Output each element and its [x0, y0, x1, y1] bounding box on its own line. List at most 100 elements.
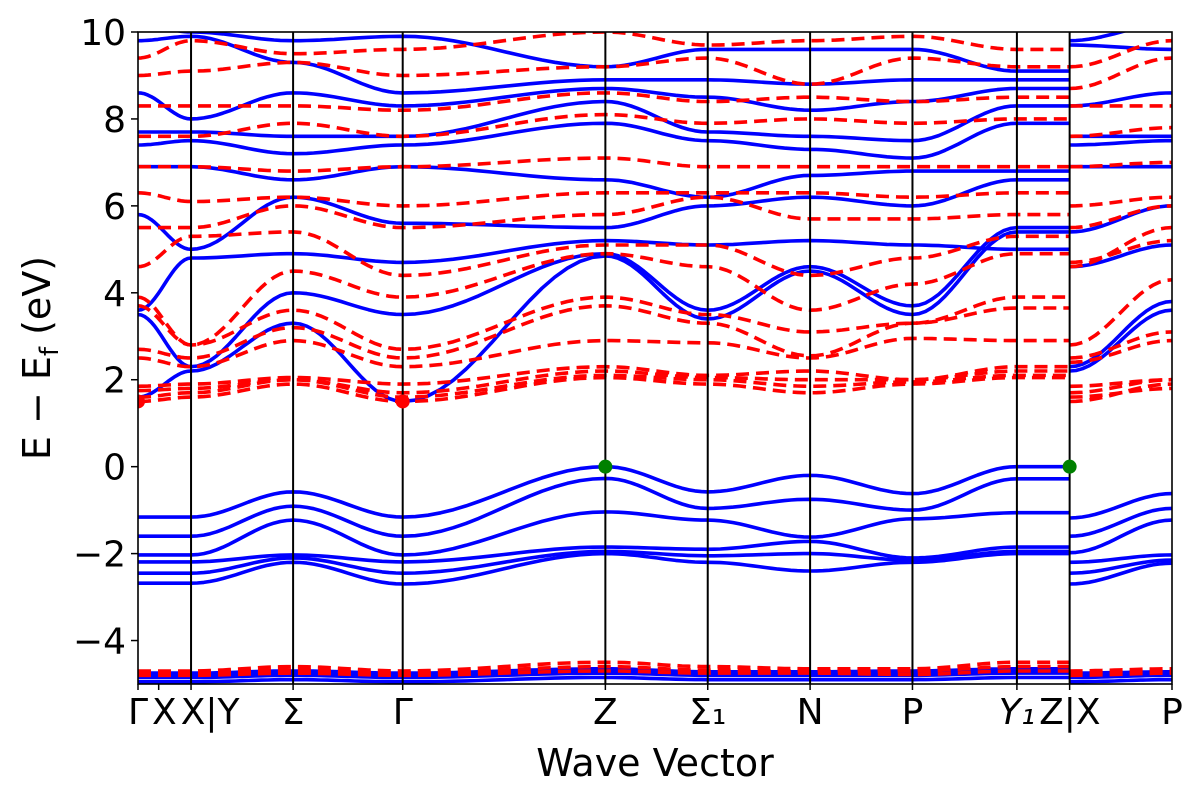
- band-line-up: [138, 34, 1070, 95]
- band-line-down: [1069, 338, 1172, 365]
- band-line-up: [138, 164, 1070, 199]
- band-line-up: [1069, 518, 1172, 555]
- band-line-up: [1069, 506, 1172, 538]
- band-line-up: [1069, 43, 1172, 52]
- band-line-down: [1069, 330, 1172, 360]
- band-line-up: [138, 230, 1070, 404]
- band-line-down: [138, 336, 1070, 369]
- cbm-marker: [395, 394, 410, 409]
- band-line-up: [138, 476, 1070, 538]
- band-line-down: [1069, 278, 1172, 347]
- band-line-up: [1069, 558, 1172, 575]
- kpoint-lines: [190, 32, 1071, 684]
- band-line-up: [1069, 299, 1172, 369]
- band-line-down: [138, 56, 1070, 86]
- y-tick-label: 10: [80, 13, 126, 54]
- band-line-up: [138, 675, 1070, 684]
- band-line-down: [138, 669, 1070, 678]
- band-line-up: [1069, 308, 1172, 373]
- band-line-down: [1069, 669, 1172, 675]
- x-tick-label: Y₁: [999, 692, 1035, 733]
- band-line-down: [138, 664, 1070, 675]
- x-tick-label: Γ: [393, 692, 413, 733]
- band-line-down: [1069, 671, 1172, 678]
- x-tick-label: P: [1161, 692, 1183, 733]
- band-line-up: [1069, 677, 1172, 684]
- x-tick-label: Z: [593, 692, 618, 733]
- band-line-up: [1069, 32, 1128, 43]
- x-tick-label: Z|X: [1039, 692, 1100, 733]
- y-tick-label: 2: [103, 361, 126, 402]
- y-axis-ticks: −4 −2 0 2 4 6 8 10: [73, 13, 138, 663]
- band-line-down: [138, 195, 1070, 230]
- y-tick-label: −4: [73, 622, 126, 663]
- x-tick-label: Γ: [128, 692, 148, 733]
- band-line-up: [1069, 243, 1172, 269]
- band-edge-markers: [138, 394, 1077, 474]
- band-line-down: [138, 304, 1070, 360]
- band-line-up: [138, 510, 1070, 557]
- x-tick-label: Σ: [282, 692, 305, 733]
- band-line-down: [1069, 667, 1172, 673]
- x-tick-label: X: [152, 692, 177, 733]
- band-line-down: [1069, 160, 1172, 169]
- cbm-marker: [138, 394, 145, 409]
- vbm-marker: [1062, 459, 1077, 474]
- band-line-down: [1069, 377, 1172, 389]
- band-line-down: [138, 295, 1070, 352]
- x-tick-label: X|Y: [181, 692, 241, 733]
- band-line-up: [1069, 138, 1172, 147]
- band-line-down: [138, 230, 1070, 278]
- band-line-down: [138, 251, 1070, 347]
- band-line-down: [1069, 125, 1172, 139]
- x-tick-label: Σ₁: [689, 692, 726, 733]
- band-line-down: [138, 660, 1070, 673]
- band-line-down: [138, 375, 1070, 404]
- band-line-up: [138, 225, 1070, 369]
- y-tick-label: 8: [103, 100, 126, 141]
- band-line-down: [138, 369, 1070, 395]
- band-line-up: [1069, 204, 1172, 234]
- band-line-down: [1069, 204, 1172, 230]
- band-line-down: [1069, 386, 1172, 399]
- y-tick-label: 4: [103, 274, 126, 315]
- band-line-down: [138, 191, 1070, 208]
- band-line-up: [138, 539, 1070, 564]
- band-line-up: [138, 551, 1070, 586]
- band-line-down: [138, 373, 1070, 399]
- band-line-down: [1069, 238, 1172, 265]
- band-line-down: [1069, 38, 1172, 69]
- y-axis-label-unit: (eV): [15, 256, 59, 347]
- bands: [138, 32, 1172, 684]
- band-line-up: [138, 121, 1070, 160]
- x-axis-ticks: Γ X X|Y Σ Γ Z Σ₁ N P Y₁ Z|X P: [128, 684, 1183, 733]
- band-line-down: [138, 156, 1070, 173]
- y-axis-label-main: E − E: [15, 356, 59, 460]
- band-line-up: [138, 178, 1070, 252]
- band-line-down: [138, 364, 1070, 389]
- x-tick-label: P: [902, 692, 924, 733]
- y-axis-label-sub: f: [35, 346, 65, 356]
- band-line-up: [1069, 553, 1172, 565]
- band-line-up: [138, 549, 1070, 575]
- band-line-down: [138, 32, 1070, 60]
- plot-frame: [137, 31, 1173, 685]
- y-tick-label: 6: [103, 187, 126, 228]
- band-line-up: [138, 464, 1070, 519]
- y-axis-label: E − Ef (eV): [15, 256, 65, 460]
- band-line-up: [138, 238, 1070, 312]
- band-line-down: [138, 91, 1070, 112]
- x-axis-label: Wave Vector: [536, 741, 774, 785]
- band-line-up: [1069, 561, 1172, 586]
- band-line-up: [1069, 491, 1172, 520]
- band-line-down: [1069, 56, 1172, 91]
- band-line-up: [138, 99, 1070, 143]
- band-line-up: [174, 32, 1070, 73]
- band-line-down: [138, 112, 1070, 139]
- x-tick-label: N: [797, 692, 824, 733]
- band-line-up: [1069, 91, 1172, 108]
- y-tick-label: −2: [73, 535, 126, 576]
- vbm-marker: [598, 459, 613, 474]
- y-tick-label: 0: [103, 448, 126, 489]
